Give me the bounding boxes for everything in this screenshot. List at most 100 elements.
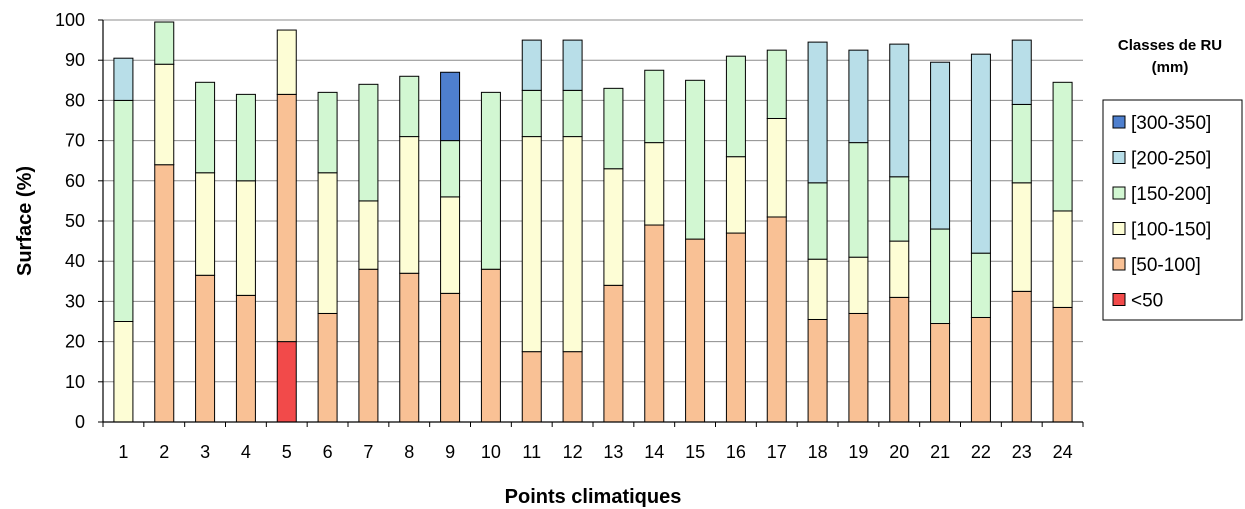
bar-segment: [1052, 210, 1073, 308]
bar-segment: [725, 232, 746, 423]
legend-title: Classes de RU: [1118, 37, 1222, 54]
legend-label: [50-100]: [1131, 255, 1201, 276]
bar-segment: [848, 49, 869, 144]
bar-segment: [154, 63, 175, 166]
bar-segment: [358, 268, 379, 423]
bar-segment: [848, 256, 869, 314]
bar-segment: [930, 61, 951, 230]
x-tick-label: 15: [685, 442, 705, 462]
bar-segment: [440, 140, 461, 198]
bar-segment: [970, 53, 991, 254]
x-tick-labels: 1 2 3 4 5 6 7 8 9 10 11 12 13 14 15 16 17 18 19 20 21 22 23 24: [118, 442, 1072, 462]
bar-segment: [603, 87, 624, 170]
x-tick-label: 8: [404, 442, 414, 462]
x-tick-label: 7: [363, 442, 373, 462]
bar-segment: [113, 57, 134, 101]
bar-segment: [644, 224, 665, 423]
bar-segment: [970, 316, 991, 423]
bar-segment: [644, 69, 665, 144]
y-tick-label: 10: [65, 372, 85, 392]
y-tick-label: 30: [65, 291, 85, 311]
bar-segment: [685, 238, 706, 423]
legend-swatch: [1112, 151, 1126, 164]
bar-segment: [930, 323, 951, 423]
bar-segment: [399, 75, 420, 138]
x-tick-label: 16: [726, 442, 746, 462]
bar-segment: [521, 39, 542, 91]
legend: Classes de RU (mm) [300-350] [200-250] [15…: [1102, 37, 1243, 321]
legend-swatch: [1112, 115, 1126, 129]
bar-segment: [603, 284, 624, 423]
legend-label: [100-150]: [1131, 220, 1211, 241]
bar-segment: [807, 41, 828, 184]
bar-segment: [440, 71, 461, 142]
bar-segment: [154, 164, 175, 423]
legend-items: [300-350] [200-250] [150-200] [100-150] [50-…: [1112, 113, 1211, 312]
bar-segment: [480, 91, 501, 270]
x-tick-label: 12: [563, 442, 583, 462]
bar-segment: [195, 81, 216, 174]
x-tick-label: 23: [1012, 442, 1032, 462]
legend-swatch: [1112, 222, 1126, 235]
x-tick-label: 11: [522, 442, 541, 462]
y-tick-label: 90: [65, 50, 85, 70]
bar-segment: [480, 268, 501, 423]
legend-label: [300-350]: [1131, 113, 1211, 134]
x-tick-label: 5: [282, 442, 292, 462]
bar-segment: [970, 252, 991, 318]
bar-segment: [562, 39, 583, 91]
bar-segment: [521, 351, 542, 423]
x-tick-label: 9: [445, 442, 455, 462]
bar-segment: [889, 176, 910, 242]
legend-title-unit: (mm): [1152, 59, 1189, 76]
bar-segment: [889, 240, 910, 298]
x-tick-label: 14: [644, 442, 664, 462]
bar-segment: [440, 196, 461, 294]
bar-segment: [358, 83, 379, 202]
bar-segment: [235, 180, 256, 296]
bar-segment: [766, 117, 787, 218]
bar-segment: [195, 172, 216, 276]
bar-segment: [317, 312, 338, 423]
legend-box: [1102, 99, 1243, 321]
bar-segment: [1011, 39, 1032, 105]
bar-segment: [399, 272, 420, 423]
x-tick-label: 17: [767, 442, 787, 462]
x-tick-label: 6: [323, 442, 333, 462]
x-tick-label: 19: [848, 442, 868, 462]
bar-segment: [807, 258, 828, 320]
legend-label: <50: [1131, 291, 1163, 312]
x-tick-label: 20: [889, 442, 909, 462]
bar-segment: [807, 182, 828, 260]
x-tick-label: 4: [241, 442, 251, 462]
x-tick-label: 3: [200, 442, 210, 462]
x-tick-label: 24: [1053, 442, 1073, 462]
y-tick-label: 70: [65, 131, 85, 151]
bar-segment: [276, 29, 297, 95]
y-tick-label: 50: [65, 211, 85, 231]
bar-segment: [725, 55, 746, 158]
bar-segment: [889, 296, 910, 423]
bar-segment: [766, 49, 787, 119]
bar-segment: [889, 43, 910, 178]
bar-segment: [440, 292, 461, 423]
bar-segment: [235, 93, 256, 182]
legend-label: [200-250]: [1131, 149, 1211, 170]
bar-segment: [276, 341, 297, 423]
bar-segment: [562, 136, 583, 353]
x-tick-label: 18: [808, 442, 828, 462]
x-axis-title: Points climatiques: [505, 486, 682, 508]
bar-segment: [317, 91, 338, 174]
bar-segment: [562, 351, 583, 423]
bar-segment: [113, 99, 134, 323]
bar-segment: [235, 294, 256, 423]
bar-segment: [1011, 103, 1032, 184]
bar-segment: [848, 142, 869, 258]
bar-segment: [562, 89, 583, 138]
y-tick-label: 40: [65, 251, 85, 271]
x-tick-label: 22: [971, 442, 991, 462]
bar-segment: [807, 318, 828, 423]
y-tick-label: 100: [55, 10, 85, 30]
legend-swatch: [1112, 257, 1126, 271]
